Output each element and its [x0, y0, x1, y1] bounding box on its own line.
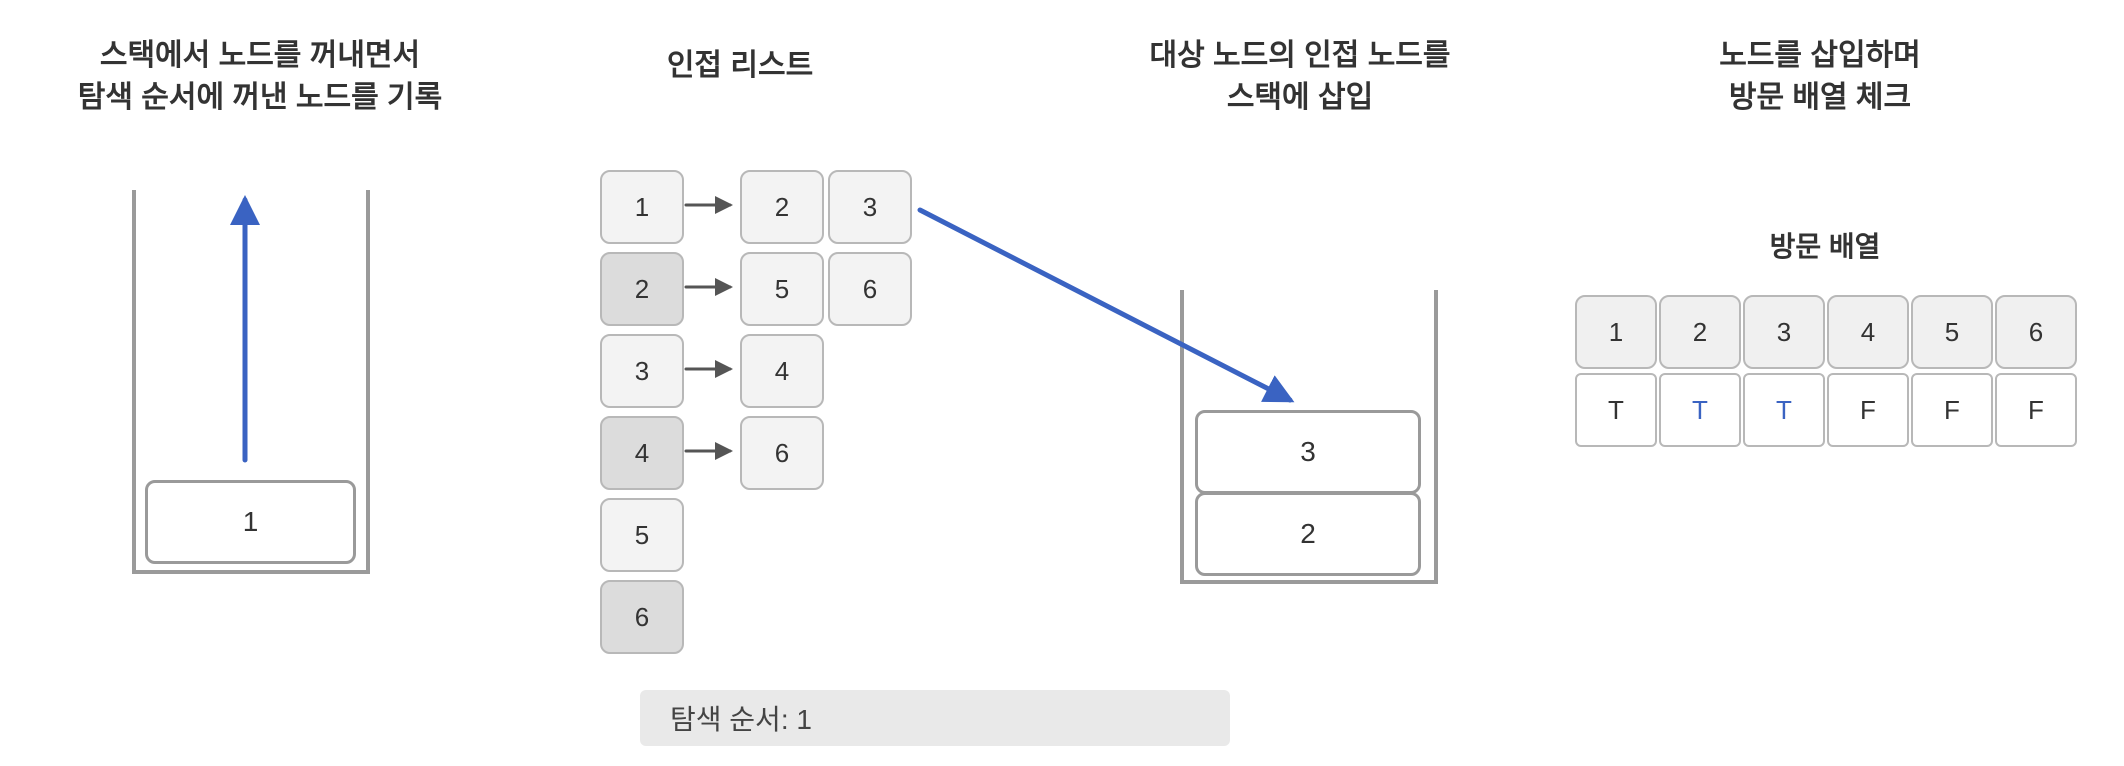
- footer-search-order: 탐색 순서: 1: [640, 690, 1230, 746]
- title-stack-pop: 스택에서 노드를 꺼내면서 탐색 순서에 꺼낸 노드를 기록: [40, 35, 480, 119]
- adj-head-cell: 1: [600, 170, 684, 244]
- stack-pop-cell: 1: [145, 480, 356, 564]
- adj-neighbor-cell: 3: [828, 170, 912, 244]
- title-adj-list: 인접 리스트: [640, 45, 840, 87]
- visit-header-cell: 5: [1911, 295, 1993, 369]
- adj-neighbor-cell: 6: [740, 416, 824, 490]
- visit-value-cell: T: [1575, 373, 1657, 447]
- visit-header-cell: 6: [1995, 295, 2077, 369]
- adj-head-cell: 6: [600, 580, 684, 654]
- visit-header-cell: 3: [1743, 295, 1825, 369]
- subtitle-visit-array: 방문 배열: [1750, 225, 1900, 265]
- adj-neighbor-cell: 5: [740, 252, 824, 326]
- visit-value-cell: F: [1995, 373, 2077, 447]
- visit-value-cell: T: [1659, 373, 1741, 447]
- visit-value-cell: T: [1743, 373, 1825, 447]
- adj-neighbor-cell: 2: [740, 170, 824, 244]
- visit-header-cell: 1: [1575, 295, 1657, 369]
- visit-value-cell: F: [1827, 373, 1909, 447]
- adj-neighbor-cell: 4: [740, 334, 824, 408]
- adj-head-cell: 3: [600, 334, 684, 408]
- visit-header-cell: 2: [1659, 295, 1741, 369]
- visit-header-cell: 4: [1827, 295, 1909, 369]
- adj-head-cell: 4: [600, 416, 684, 490]
- adj-head-cell: 5: [600, 498, 684, 572]
- adj-head-cell: 2: [600, 252, 684, 326]
- visit-value-cell: F: [1911, 373, 1993, 447]
- title-visit-check: 노드를 삽입하며 방문 배열 체크: [1630, 35, 2010, 119]
- stack-push-cell: 2: [1195, 492, 1421, 576]
- stack-push-cell: 3: [1195, 410, 1421, 494]
- adj-neighbor-cell: 6: [828, 252, 912, 326]
- title-stack-push: 대상 노드의 인접 노드를 스택에 삽입: [1100, 35, 1500, 119]
